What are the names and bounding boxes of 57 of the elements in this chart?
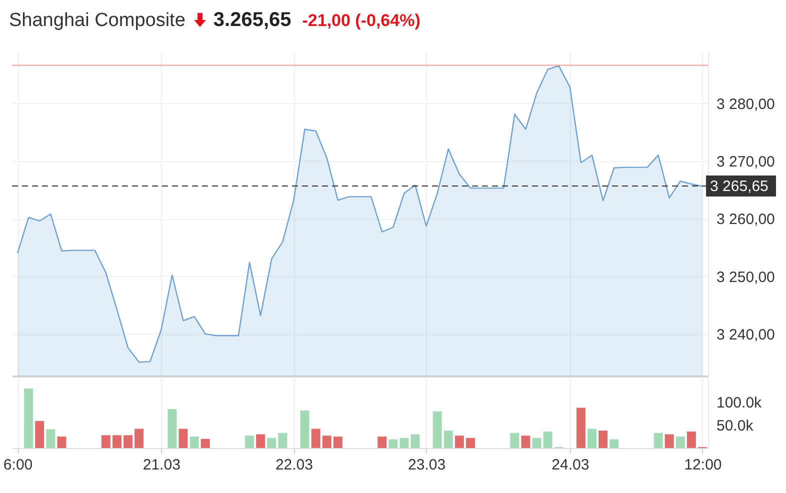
bar xyxy=(278,432,288,448)
bar xyxy=(322,436,332,448)
bar xyxy=(112,435,122,448)
bar xyxy=(664,434,674,448)
y-tick-label: 3 250,00 xyxy=(716,268,775,286)
y-tick-label: 3 270,00 xyxy=(716,153,775,170)
bar xyxy=(598,430,608,448)
bar xyxy=(432,411,442,448)
bar xyxy=(378,436,387,448)
text: -21,00 (-0,64%) xyxy=(302,11,420,30)
bar xyxy=(134,428,144,448)
bar xyxy=(178,428,188,448)
bar xyxy=(454,436,464,448)
bar xyxy=(543,432,552,448)
bar xyxy=(676,436,685,448)
bar xyxy=(245,436,254,448)
bar xyxy=(57,436,66,448)
bar xyxy=(101,435,110,448)
bar xyxy=(35,421,44,448)
x-tick-label: 12:00 xyxy=(684,456,722,474)
y-tick-label: 3 260,00 xyxy=(716,211,775,228)
bar xyxy=(588,428,596,448)
y-tick-label: 100.0k xyxy=(716,394,762,412)
bar xyxy=(686,432,696,448)
text: 3.265,65 xyxy=(213,9,292,31)
bar xyxy=(410,434,420,448)
bar xyxy=(388,439,398,448)
bar xyxy=(124,435,132,448)
bar xyxy=(654,432,663,448)
y-tick-label: 3 280,00 xyxy=(716,96,775,113)
y-tick-label: 50.0k xyxy=(716,418,754,435)
bar xyxy=(510,432,520,448)
bar xyxy=(311,428,320,448)
bar xyxy=(168,409,177,448)
bar xyxy=(46,429,56,448)
bar xyxy=(24,388,34,448)
bar xyxy=(190,436,199,448)
bar xyxy=(444,430,453,448)
x-tick-label: 6:00 xyxy=(3,456,33,474)
bar xyxy=(532,438,542,448)
bar xyxy=(200,438,210,448)
x-tick-label: 22.03 xyxy=(275,456,313,474)
x-tick-label: 23.03 xyxy=(408,456,446,474)
x-tick-label: 21.03 xyxy=(142,456,180,474)
bar xyxy=(400,438,409,448)
bar xyxy=(300,410,310,448)
bar xyxy=(610,439,619,448)
x-tick-label: 24.03 xyxy=(552,456,590,474)
chart-title: Shanghai Composite xyxy=(9,10,186,31)
bar xyxy=(576,408,586,448)
bar xyxy=(333,436,342,448)
bar xyxy=(466,438,475,448)
bar xyxy=(267,438,276,448)
bar xyxy=(256,434,266,448)
y-tick-label: 3 240,00 xyxy=(716,326,775,344)
bar xyxy=(521,436,530,448)
ref-line-label: 3 265,65 xyxy=(710,178,768,196)
